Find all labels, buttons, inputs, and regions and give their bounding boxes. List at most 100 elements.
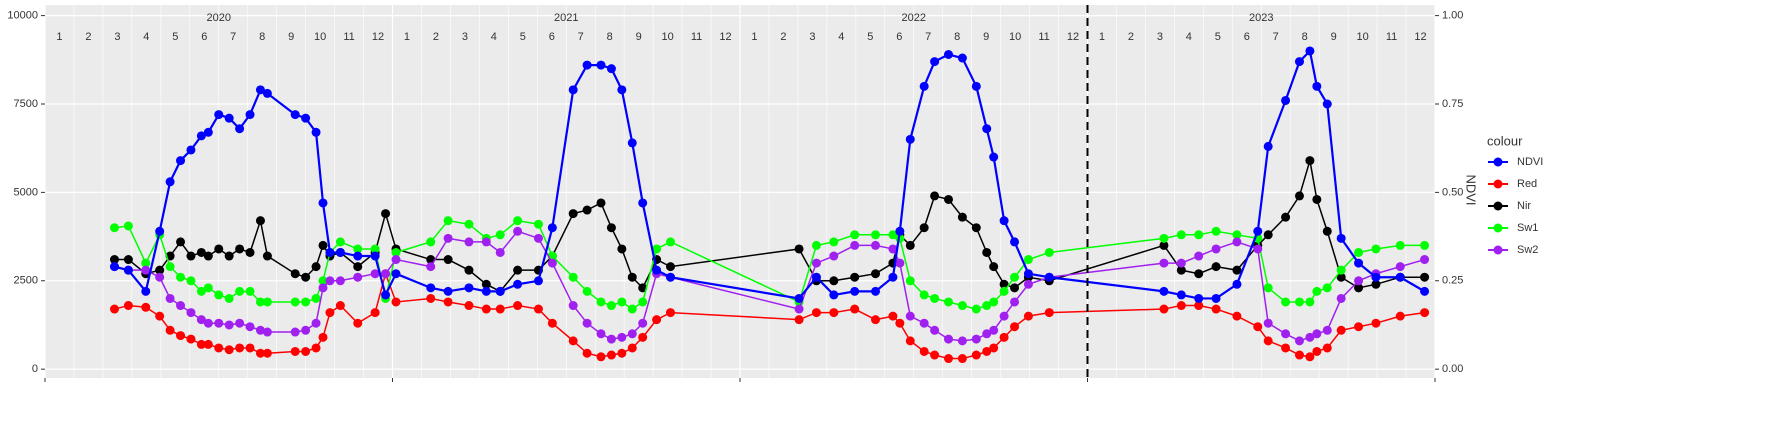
point bbox=[905, 336, 915, 346]
point bbox=[1010, 237, 1020, 247]
point bbox=[311, 127, 321, 137]
point bbox=[944, 354, 953, 364]
point bbox=[443, 297, 453, 307]
point bbox=[1232, 230, 1242, 240]
point bbox=[381, 269, 391, 279]
y-tick-label: 0 bbox=[32, 363, 38, 375]
point bbox=[481, 286, 491, 296]
month-label: 9 bbox=[1331, 31, 1337, 43]
month-label: 6 bbox=[896, 31, 902, 43]
point bbox=[1395, 240, 1405, 250]
y2-axis-title: NDVI bbox=[1464, 174, 1479, 205]
point bbox=[1305, 332, 1315, 342]
legend-label: Red bbox=[1517, 178, 1537, 190]
point bbox=[1312, 286, 1322, 296]
point bbox=[1281, 343, 1291, 353]
point bbox=[1263, 141, 1273, 151]
point bbox=[568, 301, 578, 311]
point bbox=[547, 258, 557, 268]
point bbox=[141, 258, 151, 268]
point bbox=[596, 60, 606, 70]
point bbox=[1312, 81, 1322, 91]
point bbox=[850, 272, 860, 282]
point bbox=[235, 124, 245, 134]
legend-key-point bbox=[1493, 201, 1503, 211]
point bbox=[301, 272, 311, 282]
point bbox=[301, 113, 311, 123]
month-label: 11 bbox=[1038, 31, 1049, 43]
month-label: 10 bbox=[661, 31, 673, 43]
point bbox=[1159, 240, 1169, 250]
point bbox=[176, 331, 186, 341]
point bbox=[391, 247, 401, 257]
legend-label: Nir bbox=[1517, 200, 1531, 212]
point bbox=[533, 219, 543, 229]
point bbox=[568, 209, 578, 219]
point bbox=[850, 286, 860, 296]
legend-label: Sw1 bbox=[1517, 222, 1538, 234]
point bbox=[290, 269, 300, 279]
point bbox=[235, 343, 245, 353]
point bbox=[829, 251, 839, 261]
point bbox=[245, 322, 255, 332]
point bbox=[495, 247, 505, 257]
point bbox=[652, 265, 662, 275]
month-label: 4 bbox=[1186, 31, 1192, 43]
point bbox=[1010, 322, 1020, 332]
legend-key-point bbox=[1493, 179, 1503, 189]
point bbox=[999, 286, 1009, 296]
month-label: 2 bbox=[1128, 31, 1134, 43]
point bbox=[1253, 322, 1263, 332]
point bbox=[829, 290, 839, 300]
month-label: 11 bbox=[343, 31, 354, 43]
point bbox=[235, 318, 245, 328]
point bbox=[155, 265, 165, 275]
point bbox=[638, 318, 648, 328]
point bbox=[1232, 265, 1242, 275]
point bbox=[1294, 350, 1304, 360]
month-label: 12 bbox=[719, 31, 731, 43]
point bbox=[495, 230, 505, 240]
month-label: 7 bbox=[230, 31, 236, 43]
point bbox=[176, 156, 186, 166]
month-label: 5 bbox=[172, 31, 178, 43]
point bbox=[547, 318, 557, 328]
point bbox=[1023, 311, 1033, 321]
point bbox=[982, 247, 992, 257]
point bbox=[1263, 283, 1273, 293]
point bbox=[311, 318, 321, 328]
point bbox=[186, 276, 196, 286]
month-label: 5 bbox=[867, 31, 873, 43]
point bbox=[464, 301, 474, 311]
point bbox=[596, 352, 606, 362]
point bbox=[794, 315, 804, 325]
point bbox=[930, 350, 940, 360]
point bbox=[141, 286, 151, 296]
point bbox=[301, 346, 311, 356]
point bbox=[353, 244, 363, 254]
point bbox=[381, 290, 391, 300]
point bbox=[638, 297, 648, 307]
month-label: 9 bbox=[636, 31, 642, 43]
point bbox=[1420, 286, 1430, 296]
point bbox=[123, 301, 133, 311]
point bbox=[1010, 272, 1020, 282]
point bbox=[235, 244, 245, 254]
point bbox=[596, 297, 606, 307]
point bbox=[533, 304, 543, 314]
point bbox=[1354, 283, 1364, 293]
point bbox=[582, 286, 592, 296]
month-label: 2 bbox=[85, 31, 91, 43]
y2-tick-label: 0.50 bbox=[1442, 186, 1463, 198]
point bbox=[1305, 156, 1315, 166]
point bbox=[627, 329, 637, 339]
point bbox=[1044, 247, 1054, 257]
point bbox=[971, 350, 981, 360]
month-label: 10 bbox=[1356, 31, 1368, 43]
point bbox=[165, 177, 175, 187]
point bbox=[214, 244, 224, 254]
point bbox=[318, 283, 328, 293]
point bbox=[989, 297, 999, 307]
point bbox=[391, 297, 401, 307]
point bbox=[895, 318, 905, 328]
